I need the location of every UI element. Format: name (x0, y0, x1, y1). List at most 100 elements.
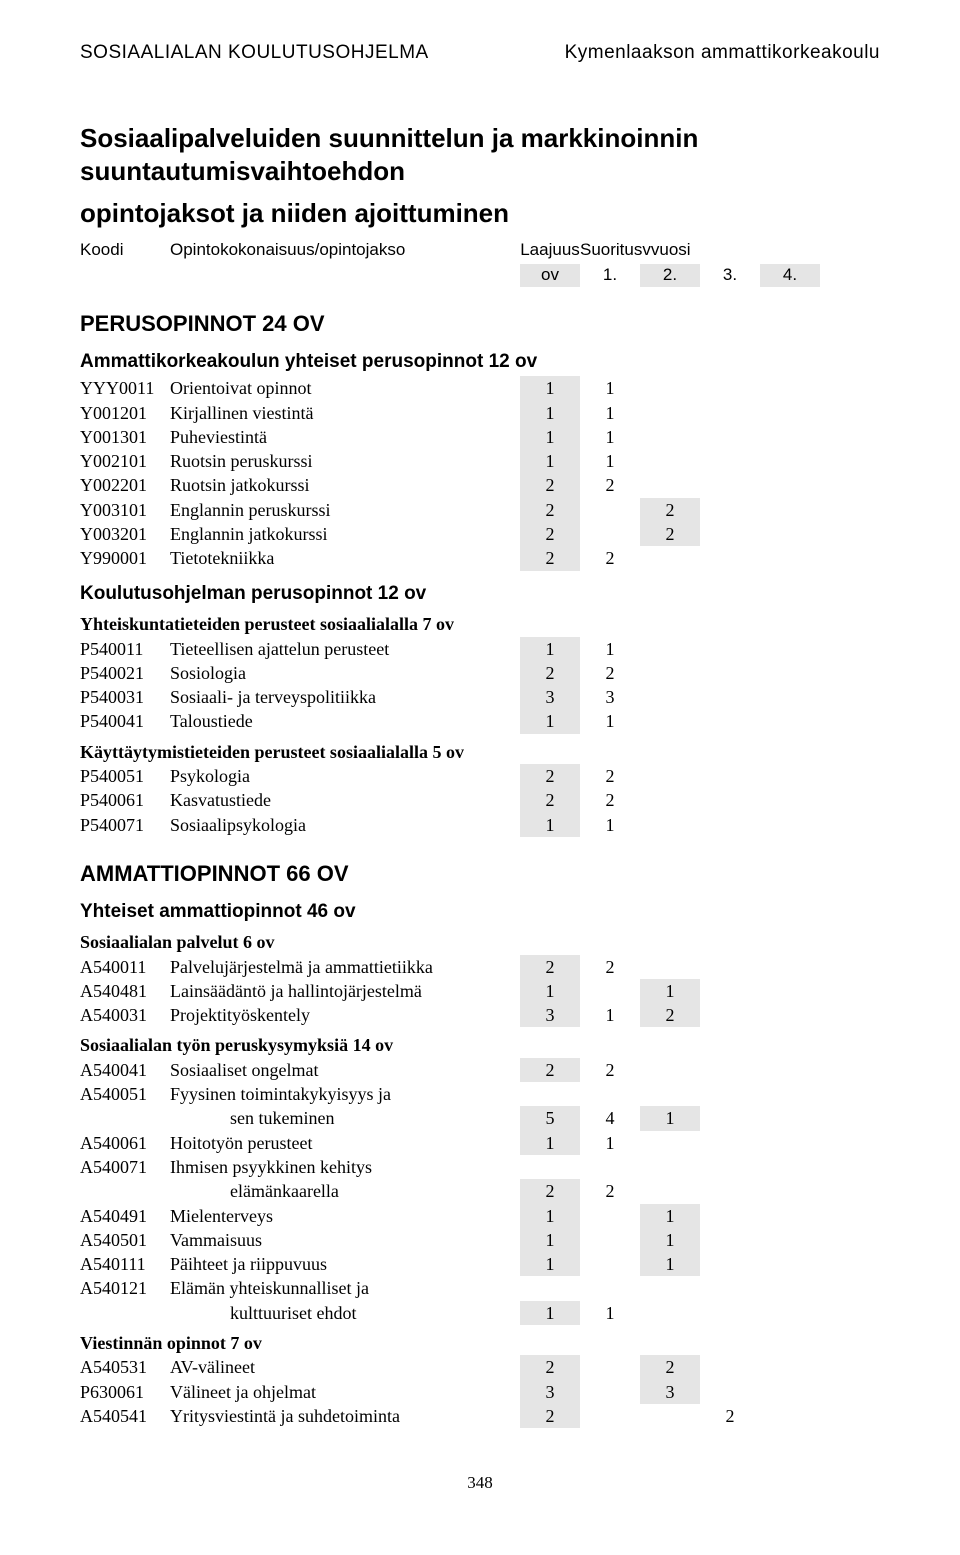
cell-y1: 2 (580, 546, 640, 570)
document-title-1: Sosiaalipalveluiden suunnittelun ja mark… (80, 122, 880, 190)
cell-ov: 1 (520, 425, 580, 449)
cell-y1: 2 (580, 955, 640, 979)
col-laajuus: Laajuus (520, 239, 580, 262)
cell-name: Sosiologia (170, 661, 520, 685)
table-row: Y001301Puheviestintä11 (80, 425, 880, 449)
cell-name: Sosiaalipsykologia (170, 813, 520, 837)
table-row: A540061Hoitotyön perusteet11 (80, 1131, 880, 1155)
cell-name: Ruotsin peruskurssi (170, 449, 520, 473)
cell-code: P540031 (80, 685, 170, 709)
cell-y1: 2 (580, 473, 640, 497)
cell-name: Yritysviestintä ja suhdetoiminta (170, 1404, 520, 1428)
section-perus: PERUSOPINNOT 24 OV (80, 309, 880, 339)
cell-ov: 2 (520, 1179, 580, 1203)
cell-code: A540071 (80, 1155, 170, 1179)
cell-code: Y002101 (80, 449, 170, 473)
cell-code: A540031 (80, 1003, 170, 1027)
cell-ov: 2 (520, 1404, 580, 1428)
cell-ov: 1 (520, 376, 580, 400)
cell-ov: 1 (520, 401, 580, 425)
cell-ov: 2 (520, 1355, 580, 1379)
cell-ov: 1 (520, 1204, 580, 1228)
table-row: YYY0011Orientoivat opinnot11 (80, 376, 880, 400)
cell-ov: 1 (520, 1252, 580, 1276)
cell-code: A540011 (80, 955, 170, 979)
cell-y2: 2 (640, 498, 700, 522)
cell-y2: 1 (640, 1252, 700, 1276)
col-ov: ov (520, 264, 580, 287)
table-row: P630061Välineet ja ohjelmat33 (80, 1380, 880, 1404)
cell-y2: 1 (640, 1204, 700, 1228)
column-subheader-row: ov 1. 2. 3. 4. (80, 264, 880, 287)
table-row: Y990001Tietotekniikka22 (80, 546, 880, 570)
cell-y1: 2 (580, 1058, 640, 1082)
header-right: Kymenlaakson ammattikorkeakoulu (565, 40, 880, 66)
col-y1: 1. (580, 264, 640, 287)
cell-y3: 2 (700, 1404, 760, 1428)
table-row: P540061Kasvatustiede22 (80, 788, 880, 812)
subsection-ammatti1: Yhteiset ammattiopinnot 46 ov (80, 899, 880, 925)
cell-code: Y002201 (80, 473, 170, 497)
cell-name: Psykologia (170, 764, 520, 788)
cell-name: Lainsäädäntö ja hallintojärjestelmä (170, 979, 520, 1003)
table-row: A540071Ihmisen psyykkinen kehitys (80, 1155, 880, 1179)
table-row: elämänkaarella22 (80, 1179, 880, 1203)
group-perus-g2: Käyttäytymistieteiden perusteet sosiaali… (80, 740, 880, 764)
cell-name: Välineet ja ohjelmat (170, 1380, 520, 1404)
page-number: 348 (80, 1472, 880, 1495)
group-ammatti-g1: Sosiaalialan palvelut 6 ov (80, 930, 880, 954)
cell-name: Palvelujärjestelmä ja ammattietiikka (170, 955, 520, 979)
table-row: P540071Sosiaalipsykologia11 (80, 813, 880, 837)
cell-y1: 2 (580, 788, 640, 812)
cell-y1: 1 (580, 1003, 640, 1027)
cell-y2: 1 (640, 1106, 700, 1130)
cell-name: Mielenterveys (170, 1204, 520, 1228)
col-koodi: Koodi (80, 239, 170, 262)
table-row: P540011Tieteellisen ajattelun perusteet1… (80, 637, 880, 661)
cell-code: Y003201 (80, 522, 170, 546)
table-row: sen tukeminen541 (80, 1106, 880, 1130)
group-ammatti-g3: Viestinnän opinnot 7 ov (80, 1331, 880, 1355)
cell-code: P540011 (80, 637, 170, 661)
cell-ov: 2 (520, 661, 580, 685)
cell-y1: 3 (580, 685, 640, 709)
cell-code: A540491 (80, 1204, 170, 1228)
table-row: Y003101Englannin peruskurssi22 (80, 498, 880, 522)
col-y4: 4. (760, 264, 820, 287)
cell-code: A540051 (80, 1082, 170, 1106)
table-row: A540501Vammaisuus11 (80, 1228, 880, 1252)
cell-y2: 3 (640, 1380, 700, 1404)
table-row: A540491Mielenterveys11 (80, 1204, 880, 1228)
cell-name: Englannin jatkokurssi (170, 522, 520, 546)
table-row: A540121Elämän yhteiskunnalliset ja (80, 1276, 880, 1300)
table-row: A540111Päihteet ja riippuvuus11 (80, 1252, 880, 1276)
cell-name: Englannin peruskurssi (170, 498, 520, 522)
cell-ov: 1 (520, 1131, 580, 1155)
cell-ov: 2 (520, 546, 580, 570)
cell-name: AV-välineet (170, 1355, 520, 1379)
cell-y1: 2 (580, 764, 640, 788)
cell-code: P540041 (80, 709, 170, 733)
cell-code: Y003101 (80, 498, 170, 522)
subsection-perus2: Koulutusohjelman perusopinnot 12 ov (80, 581, 880, 607)
cell-ov: 2 (520, 764, 580, 788)
table-row: P540021Sosiologia22 (80, 661, 880, 685)
cell-ov: 3 (520, 1003, 580, 1027)
page-header: SOSIAALIALAN KOULUTUSOHJELMA Kymenlaakso… (80, 40, 880, 66)
table-row: A540481Lainsäädäntö ja hallintojärjestel… (80, 979, 880, 1003)
cell-ov: 5 (520, 1106, 580, 1130)
table-row: P540051Psykologia22 (80, 764, 880, 788)
cell-code: Y990001 (80, 546, 170, 570)
cell-ov: 1 (520, 1228, 580, 1252)
cell-y1: 1 (580, 813, 640, 837)
cell-ov: 2 (520, 498, 580, 522)
cell-y1: 1 (580, 449, 640, 473)
cell-ov: 1 (520, 813, 580, 837)
table-row: Y003201Englannin jatkokurssi22 (80, 522, 880, 546)
cell-ov: 2 (520, 522, 580, 546)
cell-y1: 4 (580, 1106, 640, 1130)
cell-code: YYY0011 (80, 376, 170, 400)
cell-name: Tietotekniikka (170, 546, 520, 570)
cell-name: Sosiaali- ja terveyspolitiikka (170, 685, 520, 709)
cell-ov: 3 (520, 685, 580, 709)
